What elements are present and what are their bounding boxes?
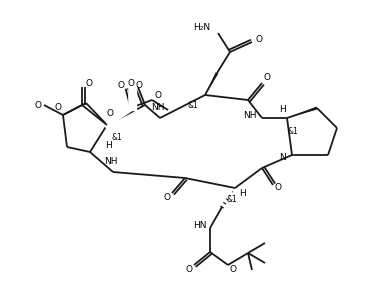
Text: O: O (263, 73, 270, 82)
Text: H₂N: H₂N (193, 24, 210, 33)
Text: O: O (230, 265, 237, 275)
Polygon shape (205, 72, 218, 95)
Text: O: O (255, 36, 263, 44)
Text: &1: &1 (188, 101, 199, 110)
Text: O: O (106, 108, 114, 117)
Text: NH: NH (243, 111, 257, 120)
Text: H: H (280, 105, 286, 114)
Text: NH: NH (104, 158, 118, 166)
Text: O: O (136, 82, 142, 91)
Text: O: O (164, 194, 170, 203)
Text: O: O (154, 91, 162, 99)
Text: H: H (240, 189, 247, 198)
Text: O: O (127, 79, 134, 88)
Text: O: O (35, 101, 41, 110)
Text: O: O (185, 265, 192, 275)
Text: O: O (55, 104, 61, 113)
Text: H: H (106, 140, 113, 149)
Text: &1: &1 (288, 127, 298, 136)
Text: O: O (118, 81, 124, 89)
Text: NH: NH (151, 104, 165, 113)
Text: HN: HN (193, 220, 207, 230)
Text: N: N (279, 153, 285, 162)
Text: O: O (86, 79, 93, 88)
Text: O: O (275, 184, 281, 192)
Text: &1: &1 (112, 133, 122, 143)
Text: &1: &1 (227, 195, 237, 204)
Polygon shape (287, 107, 318, 118)
